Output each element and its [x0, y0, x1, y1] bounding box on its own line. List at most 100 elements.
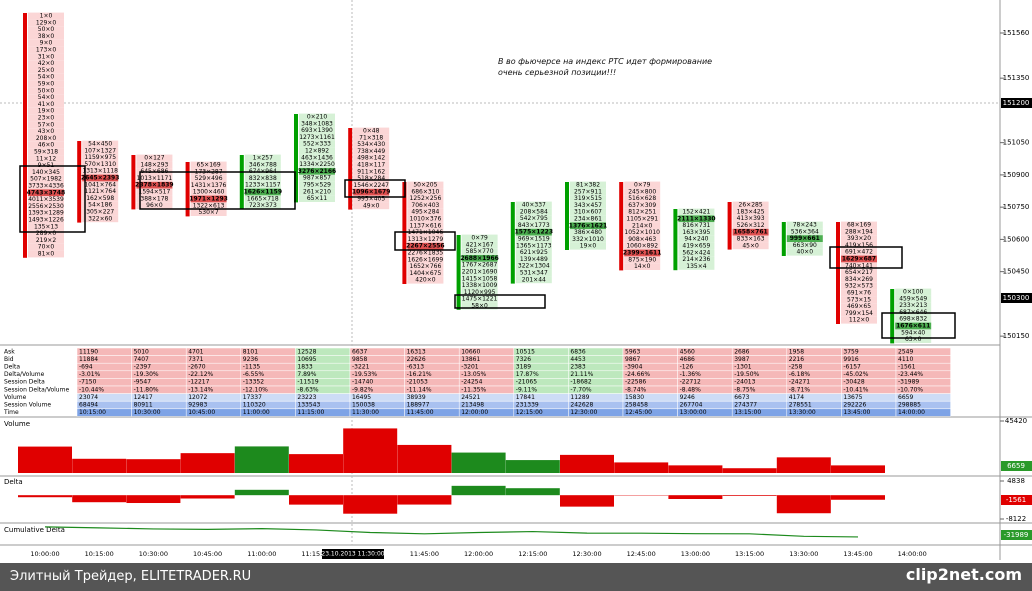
cell: [678, 242, 715, 250]
cell: [841, 235, 877, 242]
cell-text: 552×333: [303, 141, 331, 148]
cell-text: 50×0: [38, 87, 55, 94]
delta-bar: [234, 489, 289, 496]
cell-text: 999×661: [790, 235, 820, 242]
cell-text: 1676×611: [896, 323, 930, 330]
cell: [299, 120, 335, 128]
cell: [82, 201, 119, 209]
cell: [82, 174, 119, 182]
cell-text: 140×345: [32, 169, 60, 176]
cell: [299, 127, 335, 134]
cell-text: 25×0: [38, 67, 55, 74]
candle: [402, 182, 407, 284]
stat-value: 17337: [243, 394, 262, 401]
cell-text: 1376×1621: [569, 222, 607, 229]
stat-value: 11289: [570, 394, 589, 401]
cell: [570, 242, 606, 250]
cell: [353, 154, 390, 162]
price-tick-label: 150750: [1003, 203, 1030, 211]
stat-value: 21.11%: [570, 371, 593, 378]
cell: [895, 322, 932, 330]
stat-value: -45.02%: [843, 371, 868, 378]
delta-bar: [505, 488, 560, 496]
cell: [841, 228, 877, 236]
time-label: 12:15:00: [518, 550, 547, 558]
time-label: 12:00:00: [464, 550, 493, 558]
cell: [570, 195, 606, 202]
volume-bar: [560, 454, 614, 473]
cell-text: 693×1390: [301, 127, 333, 134]
cell: [678, 229, 715, 236]
price-marker: 151200: [1003, 99, 1030, 107]
cell-text: 54×0: [38, 74, 55, 81]
stat-value: 150038: [352, 402, 375, 409]
cell-text: 469×65: [847, 303, 871, 310]
cell-text: 68×169: [847, 222, 871, 229]
cell: [407, 256, 444, 264]
cell-text: 214×236: [682, 256, 710, 263]
cell: [136, 181, 173, 189]
price-tick-label: 150600: [1003, 235, 1030, 243]
cell: [353, 161, 390, 169]
cell-text: 19×0: [38, 108, 55, 115]
time-label: 10:15:00: [85, 550, 114, 558]
cell: [28, 46, 64, 54]
cell: [299, 113, 335, 121]
cell-text: 1404×675: [410, 270, 442, 277]
cell-text: 738×449: [357, 148, 385, 155]
time-label: 12:30:00: [572, 550, 601, 558]
stat-value: 16495: [352, 394, 371, 401]
cell: [299, 168, 335, 175]
stat-value: 12:30:00: [570, 409, 597, 416]
stat-value: -16.21%: [407, 371, 432, 378]
cell: [841, 242, 877, 249]
cell-text: 348×1083: [301, 120, 333, 127]
cell: [28, 114, 64, 122]
cell-text: 812×251: [628, 209, 656, 216]
delta-bar: [18, 495, 72, 498]
marker-bg: [1001, 461, 1032, 471]
row-label: Ask: [4, 348, 15, 355]
cell-text: 723×373: [249, 202, 277, 209]
footprint: [23, 12, 932, 344]
stat-value: -8.71%: [789, 386, 811, 393]
stat-value: -1561: [898, 364, 916, 371]
candle: [131, 155, 136, 210]
stat-value: 11:45:00: [407, 409, 434, 416]
stat-value: 9246: [680, 394, 695, 401]
stat-value: -8.48%: [680, 386, 702, 393]
cell: [353, 148, 390, 155]
cell: [895, 336, 932, 343]
candle: [185, 162, 190, 217]
cell: [28, 216, 64, 224]
stat-value: -10.41%: [843, 386, 868, 393]
cell-text: 1594×517: [139, 189, 171, 196]
cell: [82, 188, 119, 195]
stat-value: -2397: [134, 364, 152, 371]
cell-text: 139×489: [520, 256, 548, 263]
candle: [565, 182, 569, 250]
cell-text: 40×337: [522, 202, 546, 209]
stat-value: -21053: [407, 379, 428, 386]
stat-value: 10515: [516, 348, 535, 355]
watermark: clip2net.com: [905, 565, 1022, 584]
cell: [299, 174, 335, 182]
cell: [28, 250, 64, 258]
stat-value: 274377: [734, 402, 757, 409]
cell: [841, 262, 877, 270]
stat-value: 4453: [570, 356, 585, 363]
stat-value: 11:15:00: [297, 409, 324, 416]
cell-text: 1313×1279: [408, 236, 444, 243]
stat-value: -1.36%: [680, 371, 702, 378]
cell-text: 1120×995: [464, 289, 496, 296]
cell: [244, 161, 281, 169]
cell: [244, 154, 281, 162]
pane-label: Cumulative Delta: [4, 526, 65, 534]
cell-text: 257×911: [574, 188, 602, 195]
stat-value: 13:30:00: [789, 409, 816, 416]
cell-text: 843×1773: [518, 222, 550, 229]
volume-bar: [126, 459, 181, 473]
marker-bg: [1001, 530, 1032, 540]
cell-text: 1493×1226: [28, 217, 64, 224]
